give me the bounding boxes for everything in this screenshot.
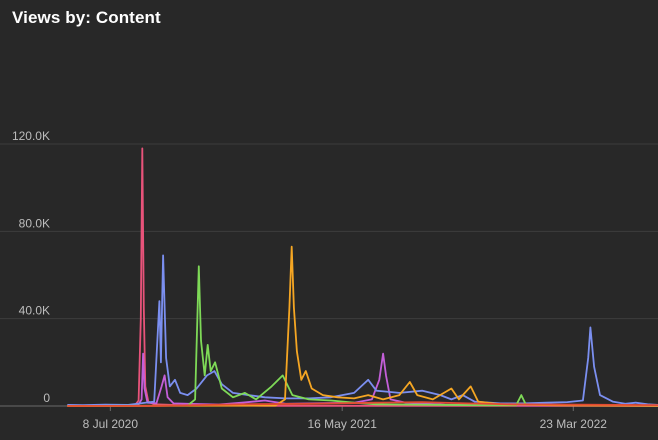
y-tick-label: 80.0K [19,216,50,230]
series-line-6 [67,401,658,407]
y-axis-ticks: 0 40.0K 80.0K 120.0K [12,129,50,405]
y-tick-label: 40.0K [19,304,50,318]
y-tick-label: 120.0K [12,129,50,143]
grid-lines [0,143,658,407]
x-tick-label: 23 Mar 2022 [540,417,608,431]
series-group [67,147,658,407]
y-tick-label: 0 [43,391,50,405]
x-tick-label: 16 May 2021 [307,417,377,431]
series-line-5 [67,245,658,407]
series-line-3 [67,254,658,406]
series-line-2 [67,352,658,407]
chart-title: Views by: Content [12,8,161,27]
x-axis-ticks: 8 Jul 2020 16 May 2021 23 Mar 2022 [83,406,608,431]
x-tick-label: 8 Jul 2020 [83,417,139,431]
